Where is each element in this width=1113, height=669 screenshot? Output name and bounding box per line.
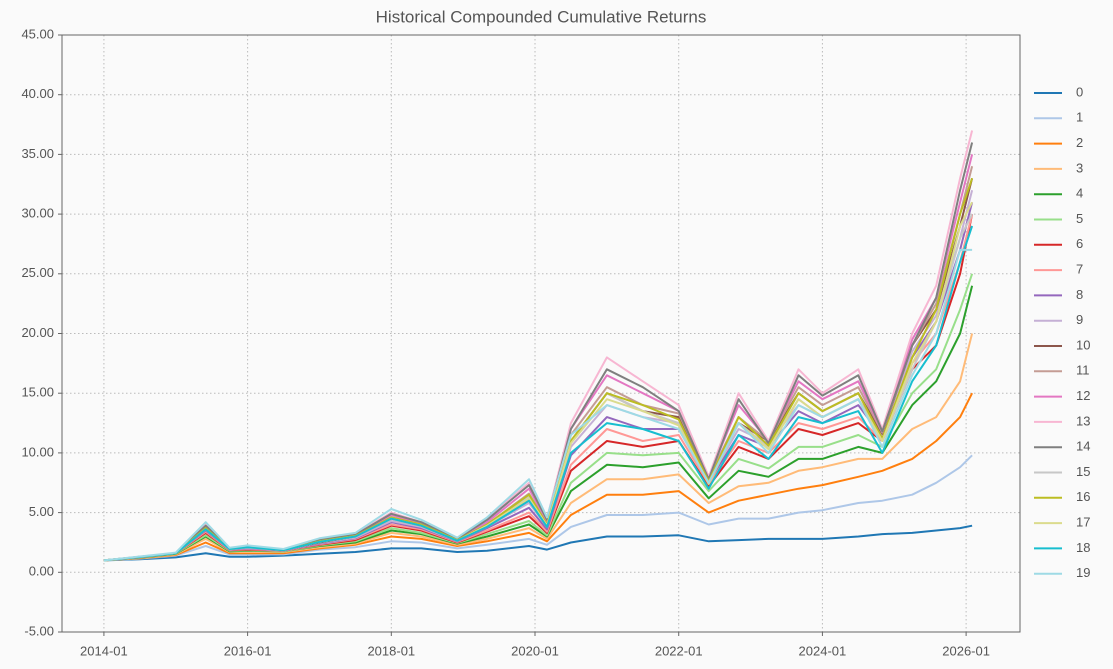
legend-label: 17	[1076, 515, 1090, 530]
series-line	[103, 225, 974, 562]
legend-label: 10	[1076, 337, 1090, 352]
legend-label: 9	[1076, 312, 1083, 327]
y-tick-label: 5.00	[29, 504, 54, 519]
x-tick-label: 2018-01	[367, 643, 415, 658]
legend-label: 16	[1076, 489, 1090, 504]
x-tick-label: 2024-01	[799, 643, 847, 658]
series-line	[103, 333, 974, 562]
legend-label: 5	[1076, 211, 1083, 226]
legend-label: 12	[1076, 388, 1090, 403]
x-tick-label: 2022-01	[655, 643, 703, 658]
series-line	[103, 524, 973, 562]
series-line	[103, 392, 973, 562]
x-tick-label: 2026-01	[942, 643, 990, 658]
legend-label: 1	[1076, 110, 1083, 125]
legend-label: 18	[1076, 540, 1090, 555]
y-tick-label: 25.00	[21, 265, 54, 280]
plot-frame	[61, 34, 1021, 633]
legend-label: 19	[1076, 565, 1090, 580]
series-line	[103, 248, 973, 562]
x-tick-label: 2016-01	[224, 643, 272, 658]
legend-label: 3	[1076, 160, 1083, 175]
series-line	[103, 454, 973, 562]
legend-label: 4	[1076, 186, 1083, 201]
legend-label: 6	[1076, 236, 1083, 251]
y-tick-label: 20.00	[21, 325, 54, 340]
y-tick-label: 35.00	[21, 146, 54, 161]
y-tick-label: 0.00	[29, 564, 54, 579]
x-tick-label: 2014-01	[80, 643, 128, 658]
legend-label: 11	[1076, 363, 1090, 378]
legend-label: 8	[1076, 287, 1083, 302]
y-tick-label: 10.00	[21, 444, 54, 459]
y-tick-label: 45.00	[21, 26, 54, 41]
y-tick-label: -5.00	[24, 623, 54, 638]
chart-title: Historical Compounded Cumulative Returns	[376, 7, 707, 26]
legend-label: 0	[1076, 84, 1083, 99]
y-tick-label: 30.00	[21, 206, 54, 221]
legend-label: 14	[1076, 439, 1090, 454]
legend-label: 7	[1076, 262, 1083, 277]
legend-label: 2	[1076, 135, 1083, 150]
y-tick-label: 15.00	[21, 385, 54, 400]
x-tick-label: 2020-01	[511, 643, 559, 658]
legend-label: 15	[1076, 464, 1090, 479]
legend-label: 13	[1076, 413, 1090, 428]
y-tick-label: 40.00	[21, 86, 54, 101]
